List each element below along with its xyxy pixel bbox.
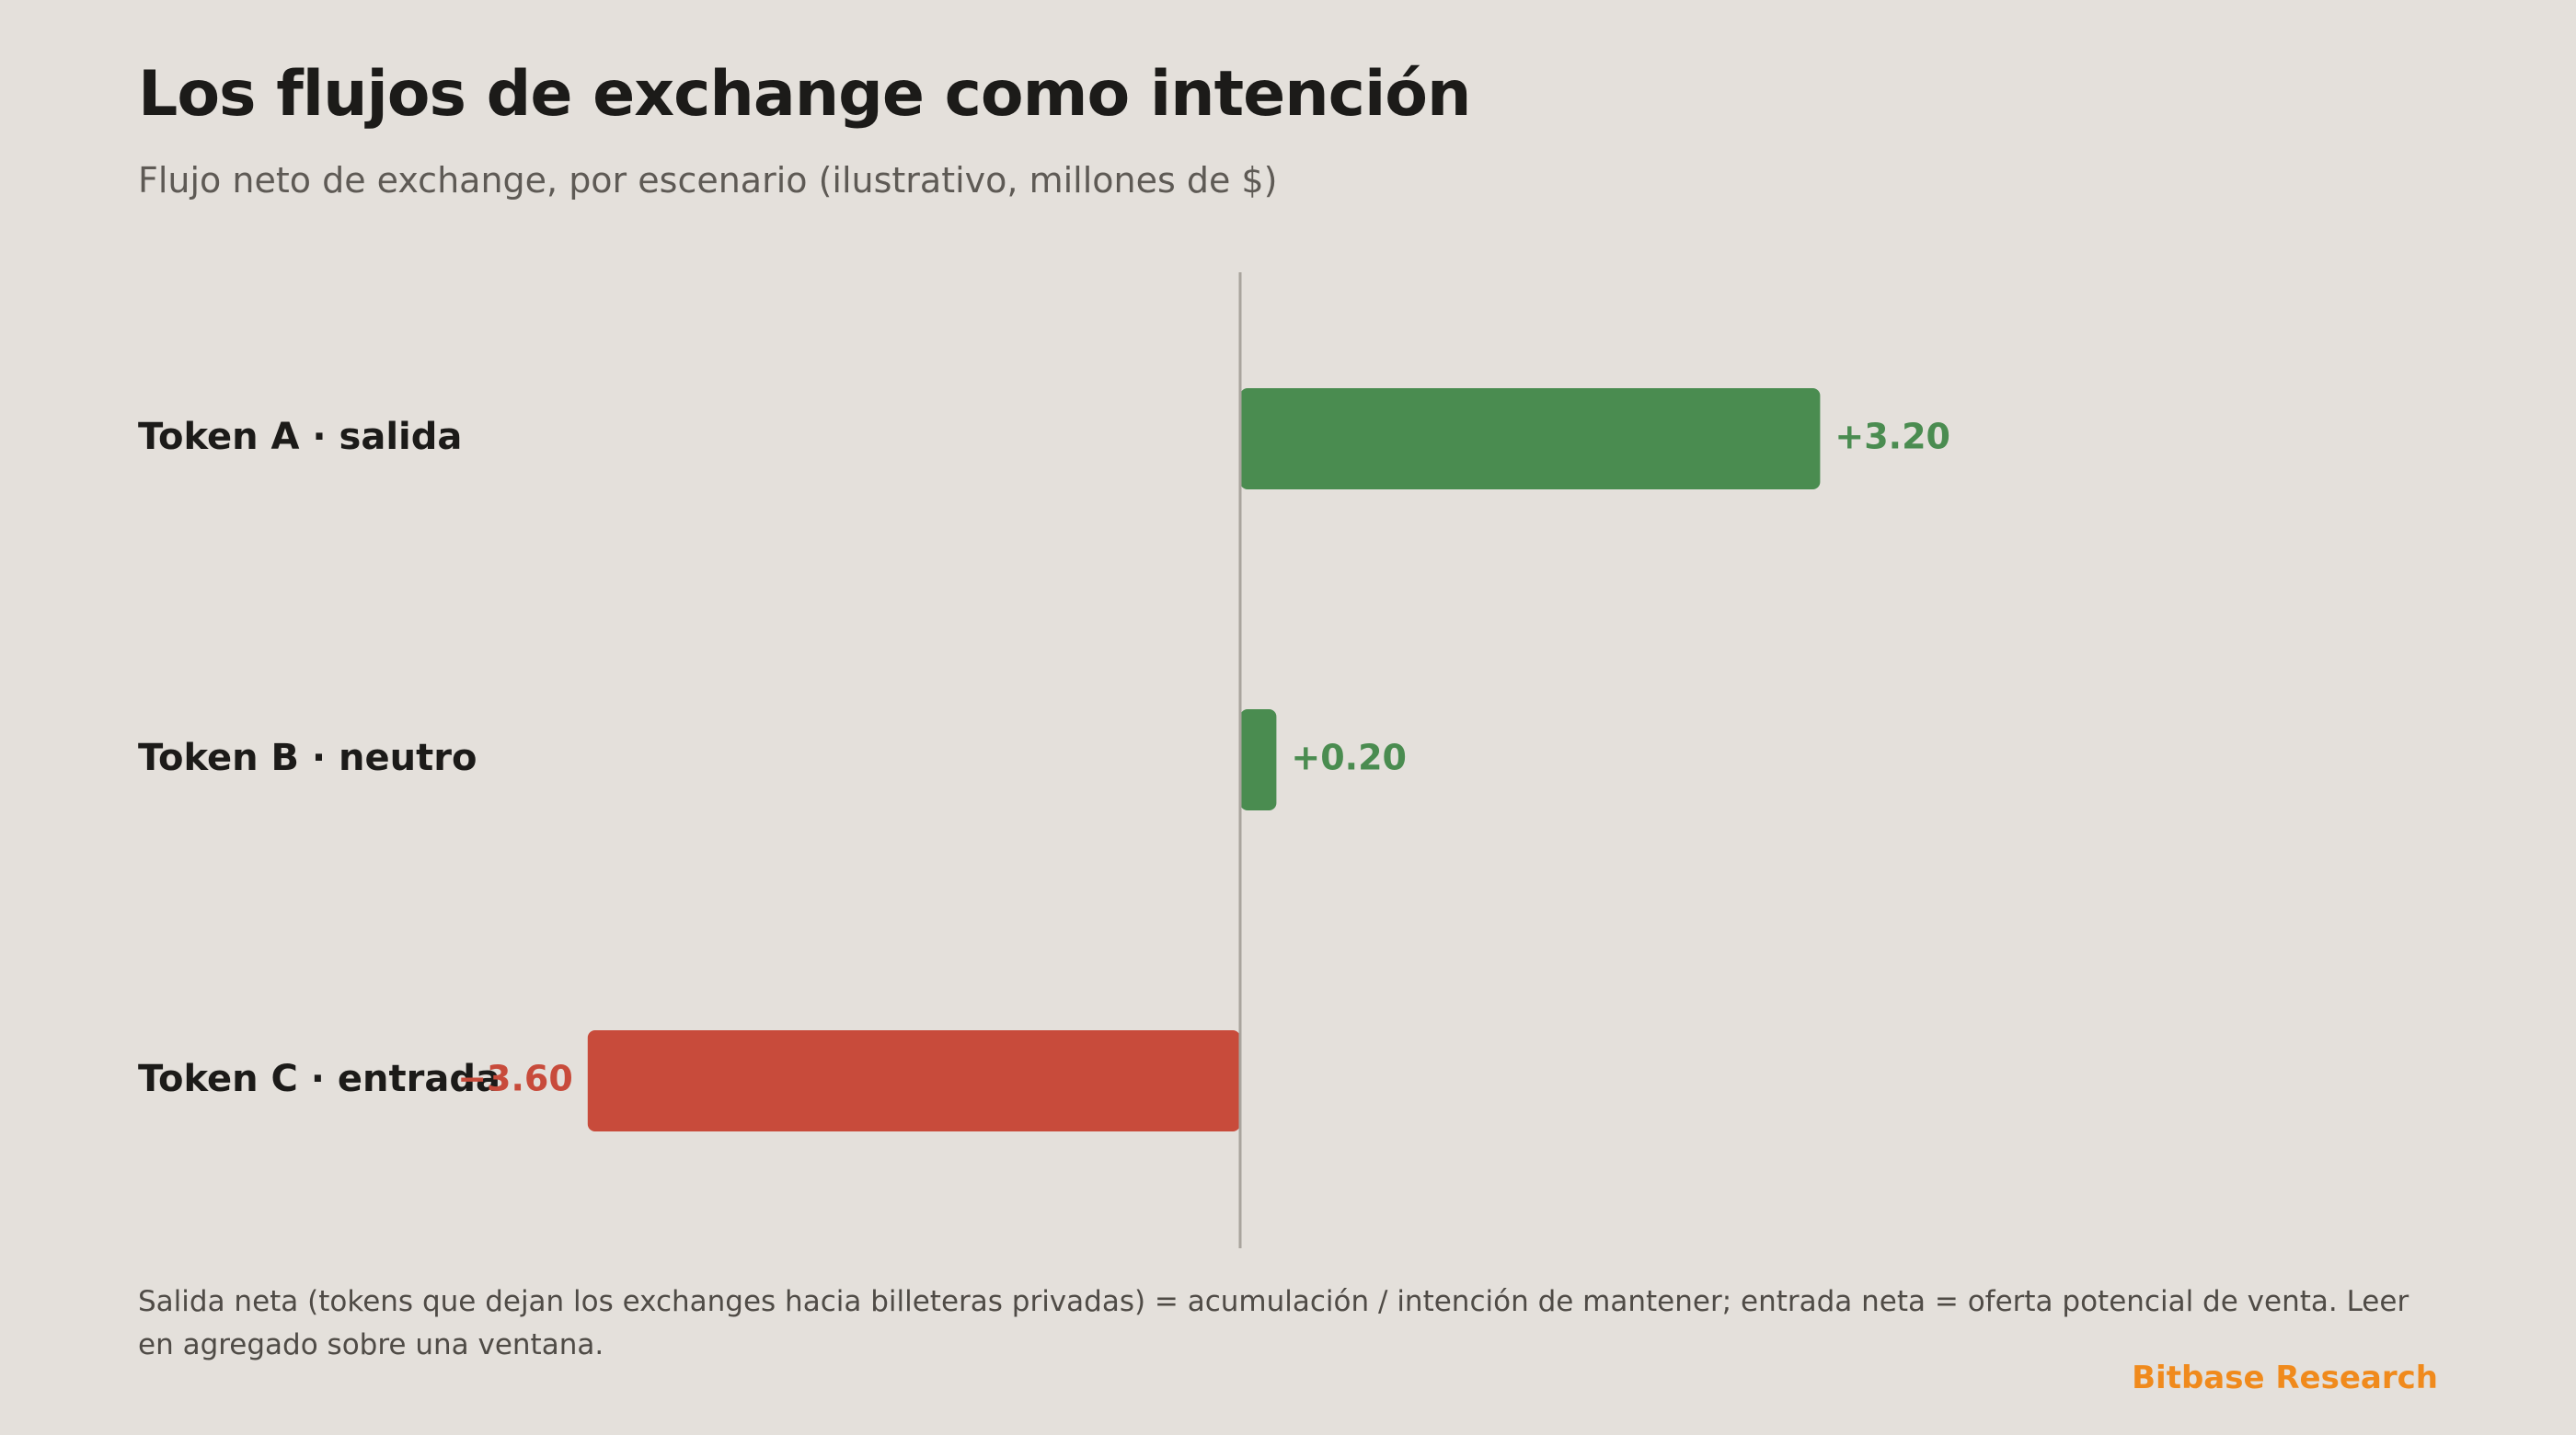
brand-logo-text: Bitbase Research [2132,1360,2438,1396]
bar-2 [1240,709,1277,810]
footnote: Salida neta (tokens que dejan los exchan… [138,1285,2409,1361]
category-label-1: Token A · salida [138,416,462,458]
bar-3 [587,1030,1240,1131]
bars-layer [587,388,1821,1131]
category-label-3: Token C · entrada [138,1058,500,1100]
value-label-2: +0.20 [1291,738,1407,778]
value-label-3: −3.60 [457,1059,573,1099]
chart-subtitle: Flujo neto de exchange, por escenario (i… [138,160,1278,201]
chart-title: Los flujos de exchange como intención [138,58,1471,131]
bar-1 [1240,388,1821,489]
labels-layer: Token A · salida +3.20 Token B · neutro +0.… [138,416,1950,1100]
category-label-2: Token B · neutro [138,737,477,779]
value-label-1: +3.20 [1834,417,1950,457]
